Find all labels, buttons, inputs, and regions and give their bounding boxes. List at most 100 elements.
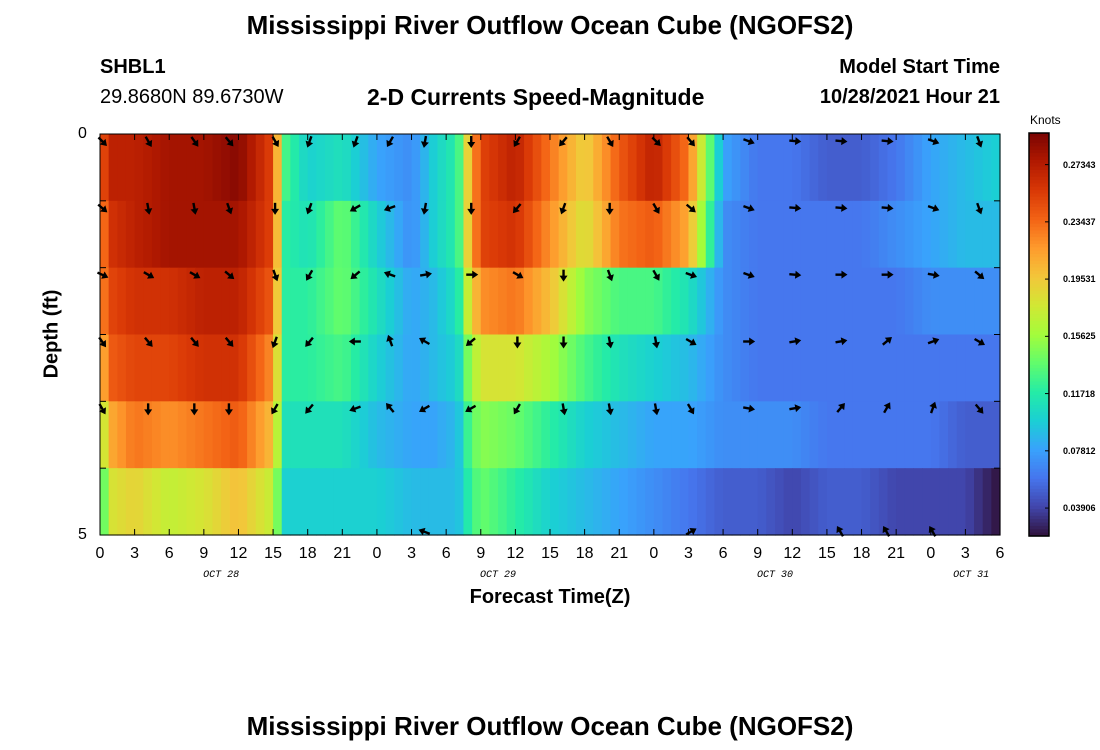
colorbar-segment [1029, 344, 1049, 349]
heatmap-cell [203, 334, 214, 402]
heatmap-cell [861, 401, 871, 469]
y-tick-label: 0 [78, 125, 87, 142]
x-tick-label: 21 [887, 545, 906, 562]
heatmap-cell [307, 334, 317, 402]
heatmap-cell [420, 334, 430, 402]
heatmap-cell [593, 267, 603, 336]
heatmap-cell [705, 134, 716, 202]
heatmap-cell [714, 267, 724, 336]
heatmap-cell [350, 401, 361, 469]
heatmap-cell [307, 134, 317, 202]
heatmap-cell [982, 200, 992, 269]
colorbar-segment [1029, 223, 1049, 228]
heatmap-cell [601, 468, 612, 536]
heatmap-cell [619, 267, 629, 336]
current-arrow [559, 336, 568, 349]
colorbar-segment [1029, 364, 1049, 369]
current-arrow [685, 203, 696, 213]
heatmap-cell [255, 134, 266, 202]
heatmap-cell [792, 200, 802, 269]
heatmap-cell [299, 468, 309, 536]
colorbar-segment [1029, 307, 1049, 312]
heatmap-cell [740, 200, 750, 269]
current-arrow [686, 403, 695, 415]
colorbar [1028, 132, 1050, 537]
heatmap-cell [783, 334, 793, 402]
heatmap-cell [143, 267, 153, 336]
heatmap-cell [896, 401, 906, 469]
colorbar-segment [1029, 398, 1049, 403]
x-axis-label: Forecast Time(Z) [469, 586, 631, 608]
colorbar-segment [1029, 287, 1049, 292]
heatmap-cell [697, 334, 707, 402]
current-arrow [383, 270, 396, 279]
heatmap-cell [731, 134, 741, 202]
colorbar-segment [1029, 468, 1049, 473]
heatmap-cell [601, 401, 612, 469]
x-tick-label: 9 [199, 545, 209, 562]
heatmap-cell [446, 334, 456, 402]
current-arrow [190, 336, 199, 347]
x-axis-ticks [99, 134, 1001, 535]
heatmap-cell [775, 267, 785, 336]
heatmap-cell [870, 401, 880, 469]
heatmap-cell [238, 267, 248, 336]
current-arrow [143, 271, 155, 279]
heatmap-cell [307, 200, 317, 269]
heatmap-cell [844, 401, 854, 469]
x-tick-label: 3 [684, 545, 693, 562]
heatmap-cell [870, 468, 880, 536]
heatmap-cell [584, 267, 594, 336]
heatmap-cell [861, 200, 871, 269]
heatmap-cell [645, 134, 655, 202]
colorbar-segment [1029, 183, 1049, 188]
x-tick-label: 12 [506, 545, 525, 562]
heatmap-cell [766, 401, 776, 469]
heatmap-cell [567, 401, 577, 469]
heatmap-cell [878, 200, 889, 269]
current-arrow [881, 270, 894, 279]
heatmap-cell [558, 334, 568, 402]
heatmap-cell [550, 200, 560, 269]
heatmap-cell [922, 134, 932, 202]
heatmap-cell [541, 334, 551, 402]
heatmap-cell [878, 134, 889, 202]
heatmap-cell [160, 134, 170, 202]
heatmap-cell [143, 334, 153, 402]
heatmap-cell [506, 200, 516, 269]
heatmap-cell [671, 267, 681, 336]
heatmap-cell [402, 134, 413, 202]
colorbar-segment [1029, 475, 1049, 480]
heatmap-cell [930, 134, 941, 202]
colorbar-segment [1029, 405, 1049, 409]
colorbar-segment [1029, 277, 1049, 282]
heatmap-cell [299, 200, 309, 269]
colorbar-segment [1029, 324, 1049, 329]
heatmap-cell [125, 401, 136, 469]
current-arrow [351, 135, 360, 148]
heatmap-cell [653, 267, 664, 336]
heatmap-cell [273, 134, 283, 202]
colorbar-segment [1029, 418, 1049, 423]
heatmap-cell [662, 134, 672, 202]
heatmap-cell [861, 267, 871, 336]
heatmap-cell [705, 401, 716, 469]
heatmap-cell [177, 468, 188, 536]
heatmap-cell [169, 200, 179, 269]
heatmap-cell [904, 468, 915, 536]
current-arrow [974, 403, 984, 414]
heatmap-cell [913, 334, 923, 402]
heatmap-cell [247, 401, 257, 469]
colorbar-segment [1029, 374, 1049, 379]
current-arrow [420, 135, 429, 148]
colorbar-segment [1029, 216, 1049, 221]
colorbar-segment [1029, 495, 1049, 500]
current-arrow [349, 204, 361, 212]
heatmap-cell [515, 334, 525, 402]
current-arrow [927, 337, 940, 345]
heatmap-cell [991, 200, 1001, 269]
colorbar-segment [1029, 247, 1049, 252]
colorbar-segment [1029, 290, 1049, 295]
heatmap-cell [428, 134, 439, 202]
heatmap-cell [186, 134, 196, 202]
